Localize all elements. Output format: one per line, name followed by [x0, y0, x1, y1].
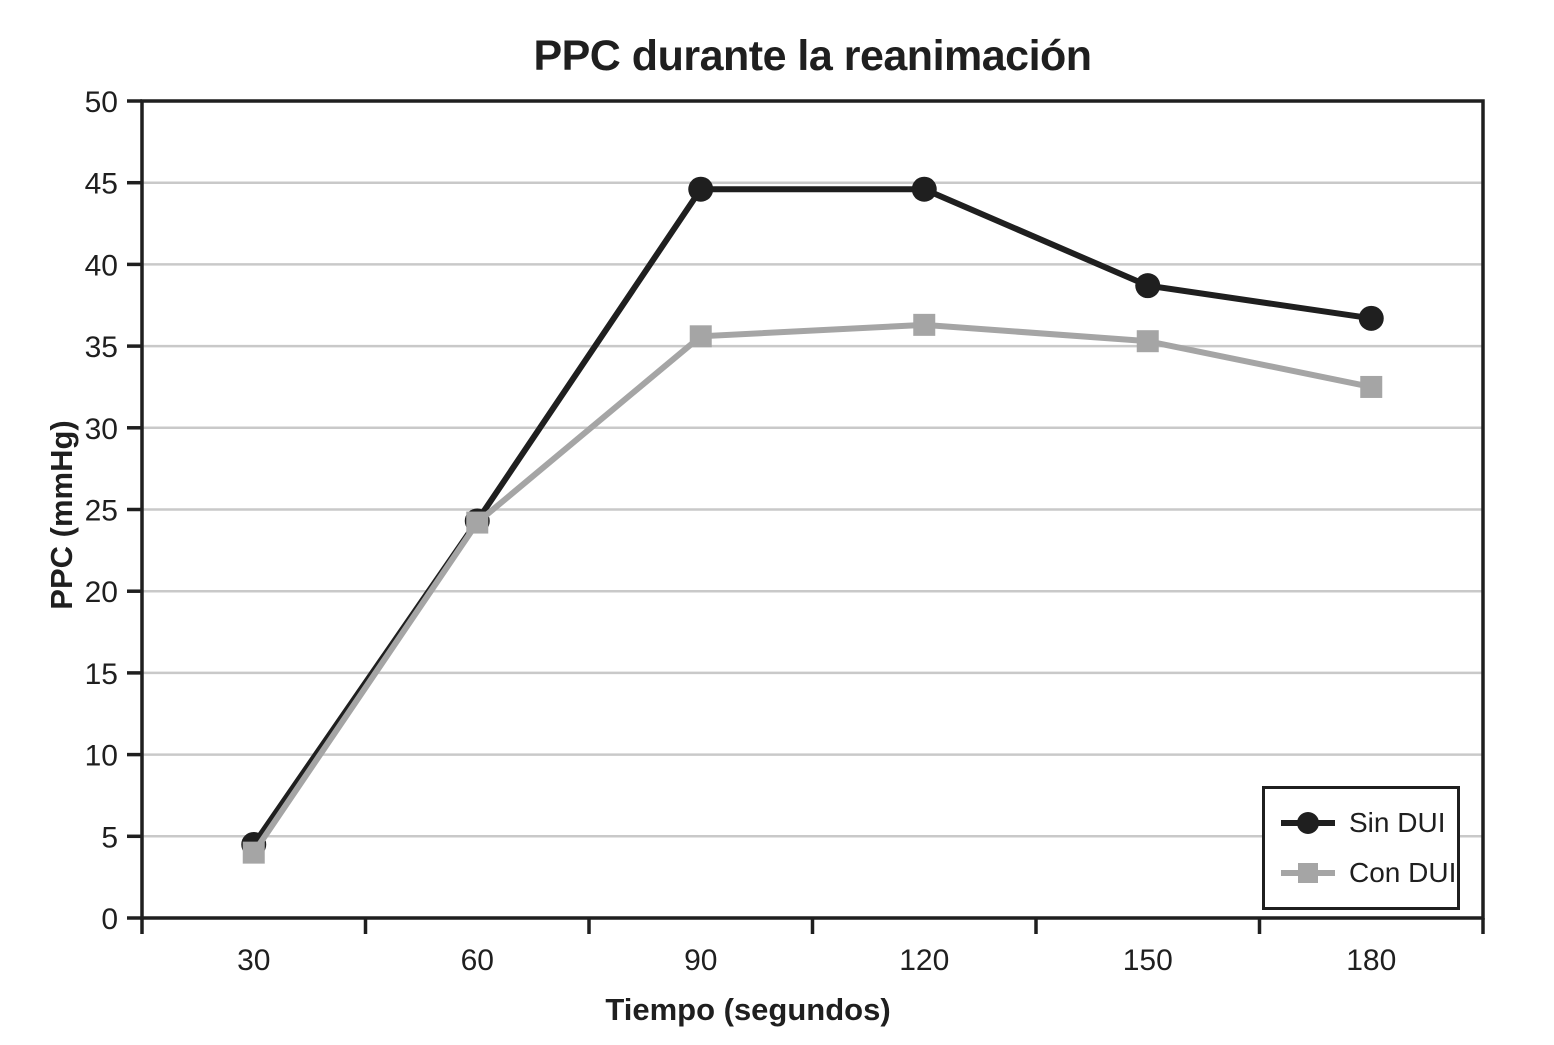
- x-tick-label: 150: [1123, 944, 1173, 977]
- y-tick-label: 30: [85, 413, 118, 446]
- legend-label: Sin DUI: [1349, 807, 1446, 838]
- square-swatch-icon: [1281, 863, 1335, 883]
- x-axis-title: Tiempo (segundos): [605, 992, 891, 1027]
- y-tick-label: 5: [101, 821, 118, 854]
- y-tick-label: 45: [85, 168, 118, 201]
- x-tick-label: 60: [461, 944, 494, 977]
- x-tick-label: 120: [899, 944, 949, 977]
- x-tick-label: 90: [684, 944, 717, 977]
- y-tick-label: 10: [85, 740, 118, 773]
- x-tick-label: 30: [237, 944, 270, 977]
- circle-marker-icon: [688, 176, 714, 202]
- square-marker-icon: [466, 511, 489, 534]
- circle-marker-icon: [911, 176, 937, 202]
- square-marker-icon: [1360, 375, 1383, 398]
- circle-marker-icon: [1358, 305, 1384, 331]
- legend: Sin DUI Con DUI: [1262, 786, 1460, 910]
- y-tick-label: 0: [101, 903, 118, 936]
- y-tick-label: 35: [85, 331, 118, 364]
- chart-title: PPC durante la reanimación: [533, 32, 1092, 80]
- series-line-1: [251, 321, 1372, 855]
- circle-swatch-icon: [1281, 812, 1335, 834]
- legend-item-1: Con DUI: [1279, 857, 1457, 889]
- legend-label: Con DUI: [1349, 857, 1457, 888]
- y-tick-label: 20: [85, 576, 118, 609]
- circle-marker-icon: [1135, 273, 1161, 299]
- square-marker-icon: [1136, 330, 1159, 353]
- square-marker-icon: [689, 325, 712, 348]
- square-marker-icon: [242, 841, 265, 864]
- y-tick-label: 40: [85, 249, 118, 282]
- y-tick-label: 25: [85, 495, 118, 528]
- x-tick-label: 180: [1346, 944, 1396, 977]
- y-tick-label: 50: [85, 86, 118, 119]
- square-marker-icon: [913, 313, 936, 336]
- y-tick-label: 15: [85, 658, 118, 691]
- series-line-0: [251, 186, 1372, 847]
- legend-item-0: Sin DUI: [1279, 807, 1457, 839]
